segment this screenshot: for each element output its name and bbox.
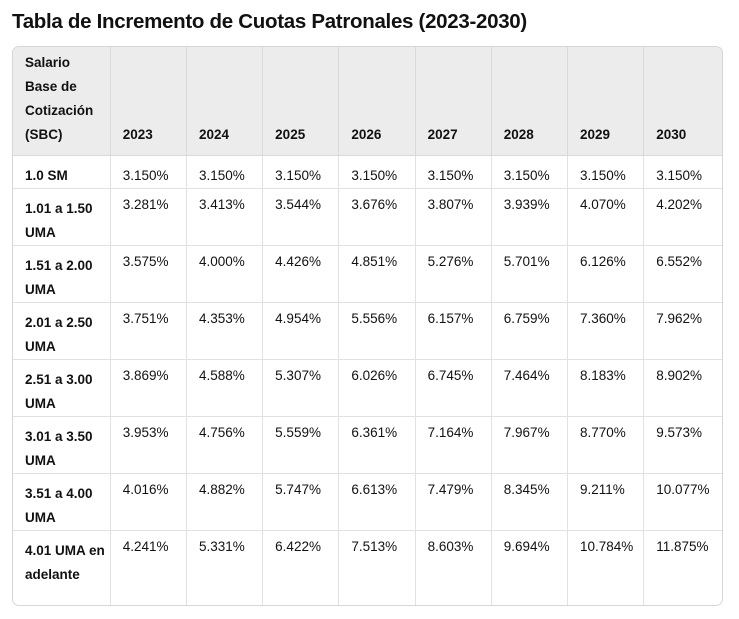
table-cell: 5.556% bbox=[338, 302, 416, 360]
table-row: 1.51 a 2.00 UMA 3.575% 4.000% 4.426% 4.851% 5… bbox=[13, 245, 722, 303]
table-cell: 5.307% bbox=[262, 359, 340, 417]
table-cell: 8.770% bbox=[567, 416, 645, 474]
table-row: 3.01 a 3.50 UMA 3.953% 4.756% 5.559% 6.361% 7… bbox=[13, 416, 722, 474]
column-header-2027: 2027 bbox=[415, 47, 492, 156]
table-row: 4.01 UMA en adelante 4.241% 5.331% 6.422% 7.… bbox=[13, 530, 722, 605]
table-cell: 5.559% bbox=[262, 416, 340, 474]
contributions-table: Salario Base de Cotización (SBC) 2023 20… bbox=[13, 47, 722, 605]
table-cell: 8.345% bbox=[491, 473, 568, 531]
table-cell: 7.479% bbox=[415, 473, 492, 531]
column-header-sbc: Salario Base de Cotización (SBC) bbox=[13, 47, 111, 156]
table-cell: 4.000% bbox=[186, 245, 264, 303]
table-cell: 5.701% bbox=[491, 245, 568, 303]
column-header-2025: 2025 bbox=[262, 47, 340, 156]
table-cell: 6.422% bbox=[262, 530, 340, 605]
table-cell: 3.150% bbox=[338, 155, 416, 189]
table-cell: 7.164% bbox=[415, 416, 492, 474]
table-cell: 4.202% bbox=[643, 188, 722, 246]
table-cell: 3.150% bbox=[262, 155, 340, 189]
table-cell: 10.784% bbox=[567, 530, 645, 605]
table-cell: 7.967% bbox=[491, 416, 568, 474]
table-cell: 3.150% bbox=[186, 155, 264, 189]
table-cell: 6.759% bbox=[491, 302, 568, 360]
column-header-2030: 2030 bbox=[643, 47, 722, 156]
table-cell: 8.603% bbox=[415, 530, 492, 605]
table-row: 2.01 a 2.50 UMA 3.751% 4.353% 4.954% 5.556% 6… bbox=[13, 302, 722, 360]
table-cell: 10.077% bbox=[643, 473, 722, 531]
table-cell: 5.747% bbox=[262, 473, 340, 531]
table-cell: 3.150% bbox=[110, 155, 187, 189]
table-cell: 9.573% bbox=[643, 416, 722, 474]
table-cell: 8.183% bbox=[567, 359, 645, 417]
table-cell: 7.360% bbox=[567, 302, 645, 360]
table-cell: 7.962% bbox=[643, 302, 722, 360]
table-cell: 3.869% bbox=[110, 359, 187, 417]
column-header-2028: 2028 bbox=[491, 47, 568, 156]
contributions-table-container: Salario Base de Cotización (SBC) 2023 20… bbox=[12, 46, 723, 606]
table-cell: 3.150% bbox=[643, 155, 722, 189]
table-cell: 4.588% bbox=[186, 359, 264, 417]
table-cell: 3.150% bbox=[567, 155, 645, 189]
table-cell: 11.875% bbox=[656, 539, 709, 554]
table-cell: 3.150% bbox=[415, 155, 492, 189]
table-cell: 6.613% bbox=[338, 473, 416, 531]
row-label: 4.01 UMA en adelante bbox=[13, 530, 111, 605]
table-cell: 3.953% bbox=[110, 416, 187, 474]
table-cell: 5.276% bbox=[415, 245, 492, 303]
table-cell: 4.353% bbox=[186, 302, 264, 360]
table-row: 2.51 a 3.00 UMA 3.869% 4.588% 5.307% 6.026% 6… bbox=[13, 359, 722, 417]
table-cell: 7.513% bbox=[338, 530, 416, 605]
table-row: 1.01 a 1.50 UMA 3.281% 3.413% 3.544% 3.676% 3… bbox=[13, 188, 722, 246]
table-row: 3.51 a 4.00 UMA 4.016% 4.882% 5.747% 6.613% 7… bbox=[13, 473, 722, 531]
table-cell: 3.575% bbox=[110, 245, 187, 303]
table-cell: 6.361% bbox=[338, 416, 416, 474]
row-label: 1.51 a 2.00 UMA bbox=[13, 245, 111, 303]
table-row: 1.0 SM 3.150% 3.150% 3.150% 3.150% 3.150% 3.15… bbox=[13, 155, 722, 189]
table-cell: 6.552% bbox=[643, 245, 722, 303]
table-cell: 4.426% bbox=[262, 245, 340, 303]
table-cell: 7.464% bbox=[491, 359, 568, 417]
table-cell: 4.241% bbox=[110, 530, 187, 605]
table-cell: 9.211% bbox=[567, 473, 645, 531]
column-header-2024: 2024 bbox=[186, 47, 264, 156]
row-label: 3.01 a 3.50 UMA bbox=[13, 416, 111, 474]
table-cell: 3.150% bbox=[491, 155, 568, 189]
column-header-2023: 2023 bbox=[110, 47, 187, 156]
table-cell: 3.676% bbox=[338, 188, 416, 246]
table-cell: 4.851% bbox=[338, 245, 416, 303]
table-cell: 4.016% bbox=[110, 473, 187, 531]
table-cell: 6.745% bbox=[415, 359, 492, 417]
row-label: 2.01 a 2.50 UMA bbox=[13, 302, 111, 360]
row-label: 2.51 a 3.00 UMA bbox=[13, 359, 111, 417]
table-cell: 4.756% bbox=[186, 416, 264, 474]
table-header-row: Salario Base de Cotización (SBC) 2023 20… bbox=[13, 47, 722, 156]
table-cell: 6.157% bbox=[415, 302, 492, 360]
table-cell: 3.544% bbox=[262, 188, 340, 246]
table-cell: 9.694% bbox=[491, 530, 568, 605]
table-cell: 4.882% bbox=[186, 473, 264, 531]
table-cell: 4.070% bbox=[567, 188, 645, 246]
row-label: 1.01 a 1.50 UMA bbox=[13, 188, 111, 246]
table-cell: 3.751% bbox=[110, 302, 187, 360]
table-cell: 4.954% bbox=[262, 302, 340, 360]
table-cell: 5.331% bbox=[186, 530, 264, 605]
column-header-2026: 2026 bbox=[338, 47, 416, 156]
column-header-2029: 2029 bbox=[567, 47, 645, 156]
row-label: 1.0 SM bbox=[13, 155, 111, 189]
table-cell: 6.026% bbox=[338, 359, 416, 417]
table-cell: 6.126% bbox=[567, 245, 645, 303]
table-cell: 3.281% bbox=[110, 188, 187, 246]
table-cell: 3.807% bbox=[415, 188, 492, 246]
page-title: Tabla de Incremento de Cuotas Patronales… bbox=[12, 10, 527, 33]
table-cell: 8.902% bbox=[643, 359, 722, 417]
table-cell: 3.939% bbox=[491, 188, 568, 246]
table-cell: 3.413% bbox=[186, 188, 264, 246]
row-label: 3.51 a 4.00 UMA bbox=[13, 473, 111, 531]
